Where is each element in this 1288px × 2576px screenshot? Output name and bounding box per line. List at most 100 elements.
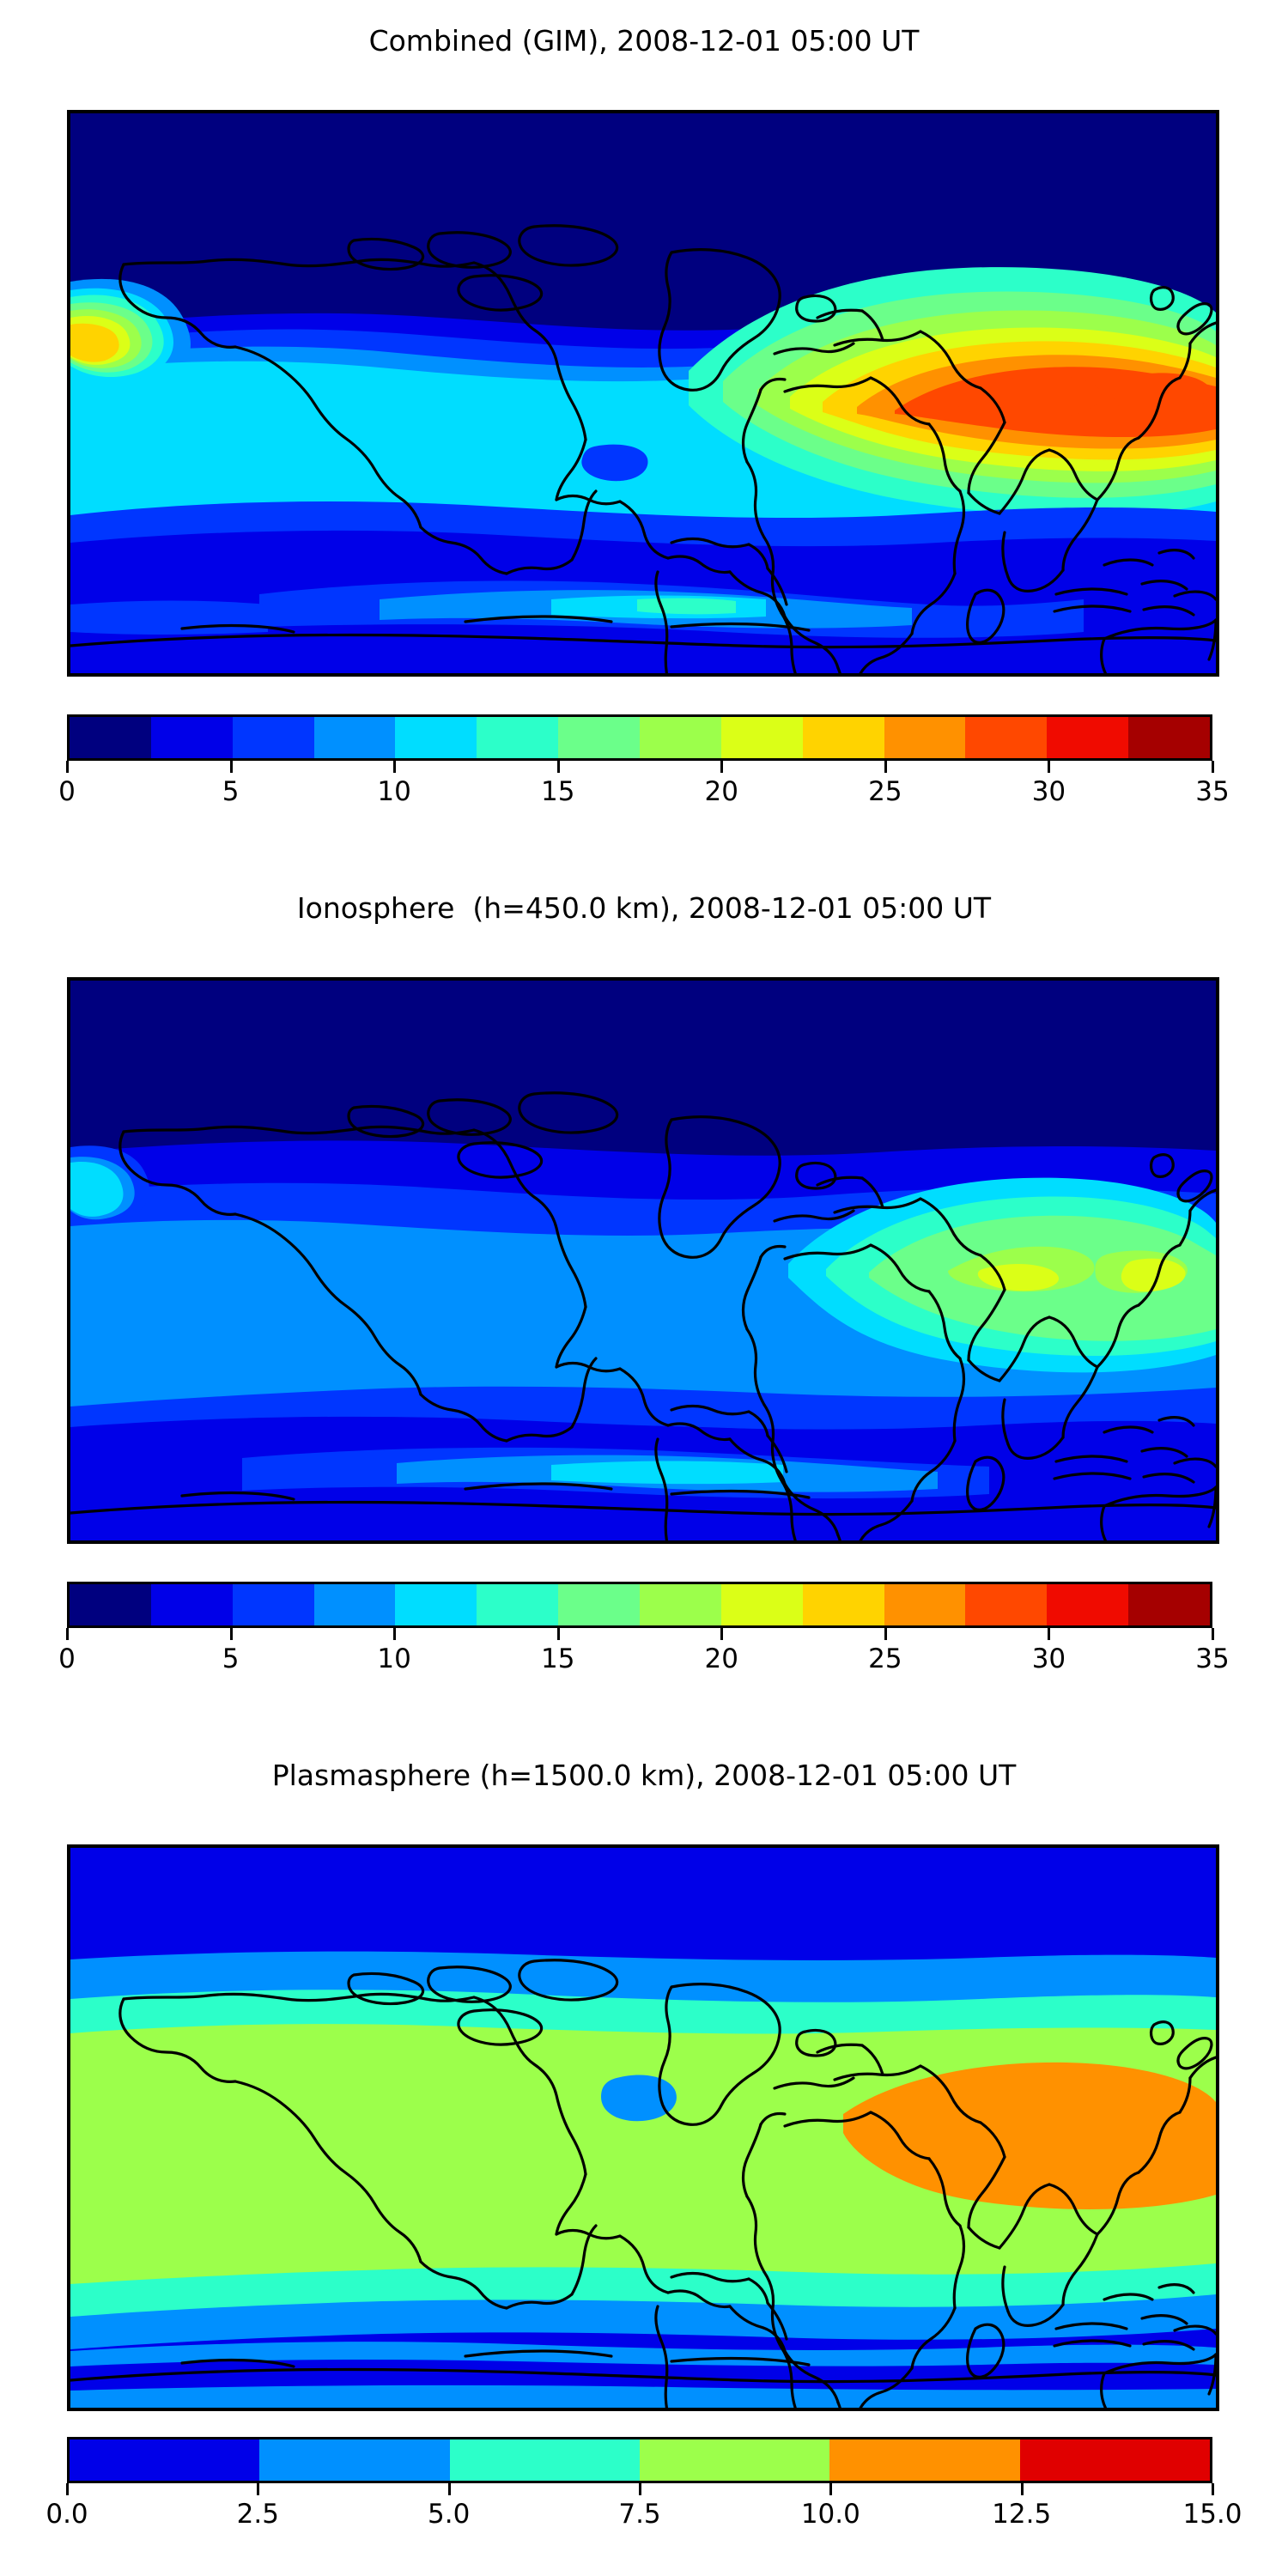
colorbar-labels-plasmasphere: 0.0 2.5 5.0 7.5 10.0 12.5 15.0 — [46, 2497, 1242, 2537]
panel-plasmasphere: Plasmasphere (h=1500.0 km), 2008-12-01 0… — [0, 1759, 1288, 1793]
colorbar-plasmasphere: 0.0 2.5 5.0 7.5 10.0 12.5 15.0 — [46, 2437, 1242, 2537]
colorbar-tick-label: 10.0 — [800, 2499, 860, 2530]
colorbar-segment — [1019, 2439, 1210, 2481]
panel-combined-gim: Combined (GIM), 2008-12-01 05:00 UT — [0, 24, 1288, 58]
colorbar-segment — [829, 2439, 1020, 2481]
colorbar-tick-label: 15 — [540, 776, 575, 807]
colorbar-segment — [70, 2439, 260, 2481]
map-svg-ionosphere — [70, 981, 1216, 1540]
colorbar-strip-combined — [67, 714, 1212, 761]
colorbar-tick-label: 30 — [1031, 776, 1066, 807]
colorbar-labels-combined: 0 5 10 15 20 25 30 35 — [58, 775, 1230, 814]
colorbar-tick — [1020, 2483, 1024, 2495]
colorbar-tick-label: 30 — [1031, 1643, 1066, 1674]
colorbar-segment — [232, 1584, 314, 1625]
colorbar-tick — [66, 2483, 69, 2495]
colorbar-tick — [556, 1628, 560, 1640]
map-svg-plasmasphere — [70, 1848, 1216, 2408]
colorbar-tick-label: 25 — [868, 776, 902, 807]
colorbar-segment — [965, 717, 1048, 758]
panel-title-ionosphere: Ionosphere (h=450.0 km), 2008-12-01 05:0… — [296, 891, 992, 925]
colorbar-combined: 0 5 10 15 20 25 30 35 — [58, 714, 1230, 814]
colorbar-tick — [393, 761, 397, 773]
colorbar-segment — [802, 1584, 884, 1625]
colorbar-tick — [447, 2483, 451, 2495]
colorbar-tick-label: 5 — [222, 776, 240, 807]
colorbar-tick-label: 10 — [377, 776, 411, 807]
colorbar-tick-label: 20 — [704, 1643, 739, 1674]
colorbar-tick-label: 0 — [58, 776, 76, 807]
colorbar-tick — [884, 1628, 887, 1640]
colorbar-tick — [556, 761, 560, 773]
colorbar-segment — [70, 717, 151, 758]
colorbar-segment — [477, 717, 559, 758]
colorbar-segment — [558, 717, 641, 758]
colorbar-segment — [313, 717, 396, 758]
colorbar-tick — [1048, 1628, 1051, 1640]
colorbar-segment — [232, 717, 314, 758]
colorbar-tick — [639, 2483, 641, 2495]
colorbar-labels-ionosphere: 0 5 10 15 20 25 30 35 — [58, 1642, 1230, 1681]
colorbar-tick — [66, 1628, 69, 1640]
colorbar-segment — [395, 1584, 477, 1625]
panel-ionosphere: Ionosphere (h=450.0 km), 2008-12-01 05:0… — [0, 891, 1288, 926]
colorbar-segment — [884, 1584, 966, 1625]
panel-title-combined: Combined (GIM), 2008-12-01 05:00 UT — [368, 24, 920, 58]
colorbar-tick-label: 2.5 — [236, 2499, 279, 2530]
colorbar-tick — [229, 761, 233, 773]
colorbar-tick — [1212, 1628, 1214, 1640]
colorbar-segment — [150, 1584, 233, 1625]
colorbar-segment — [558, 1584, 641, 1625]
colorbar-tick — [393, 1628, 397, 1640]
colorbar-tick-label: 35 — [1195, 1643, 1230, 1674]
colorbar-segment — [965, 1584, 1048, 1625]
colorbar-tick-label: 10 — [377, 1643, 411, 1674]
colorbar-tick — [1212, 2483, 1214, 2495]
colorbar-tick — [257, 2483, 260, 2495]
colorbar-segment — [720, 1584, 803, 1625]
colorbar-segment — [1128, 1584, 1211, 1625]
colorbar-segment — [1047, 717, 1129, 758]
colorbar-tick — [66, 761, 69, 773]
colorbar-tick-label: 25 — [868, 1643, 902, 1674]
colorbar-tick — [720, 1628, 724, 1640]
colorbar-tick-label: 5.0 — [428, 2499, 471, 2530]
colorbar-ionosphere: 0 5 10 15 20 25 30 35 — [58, 1582, 1230, 1681]
colorbar-segment — [1047, 1584, 1129, 1625]
colorbar-segment — [449, 2439, 640, 2481]
colorbar-tick-label: 0.0 — [46, 2499, 88, 2530]
map-svg-combined — [70, 113, 1216, 673]
colorbar-ticks-combined — [66, 761, 1214, 775]
colorbar-tick — [720, 761, 724, 773]
colorbar-segment — [639, 2439, 830, 2481]
colorbar-tick — [829, 2483, 833, 2495]
map-plasmasphere — [67, 1844, 1219, 2411]
colorbar-tick-label: 0 — [58, 1643, 76, 1674]
colorbar-segment — [150, 717, 233, 758]
colorbar-segment — [802, 717, 884, 758]
colorbar-segment — [640, 717, 721, 758]
colorbar-tick-label: 7.5 — [618, 2499, 661, 2530]
colorbar-segment — [720, 717, 803, 758]
colorbar-tick-label: 5 — [222, 1643, 240, 1674]
colorbar-tick — [884, 761, 887, 773]
colorbar-tick — [229, 1628, 233, 1640]
colorbar-tick — [1048, 761, 1051, 773]
colorbar-tick-label: 35 — [1195, 776, 1230, 807]
colorbar-tick-label: 20 — [704, 776, 739, 807]
colorbar-ticks-plasmasphere — [66, 2483, 1214, 2497]
colorbar-segment — [70, 1584, 151, 1625]
colorbar-segment — [313, 1584, 396, 1625]
colorbar-segment — [1128, 717, 1211, 758]
colorbar-segment — [259, 2439, 450, 2481]
colorbar-tick — [1212, 761, 1214, 773]
colorbar-segment — [640, 1584, 721, 1625]
panel-title-plasmasphere: Plasmasphere (h=1500.0 km), 2008-12-01 0… — [271, 1759, 1017, 1792]
colorbar-tick-label: 12.5 — [992, 2499, 1052, 2530]
colorbar-ticks-ionosphere — [66, 1628, 1214, 1642]
map-combined-gim — [67, 110, 1219, 677]
colorbar-segment — [395, 717, 477, 758]
colorbar-segment — [477, 1584, 559, 1625]
colorbar-segment — [884, 717, 966, 758]
